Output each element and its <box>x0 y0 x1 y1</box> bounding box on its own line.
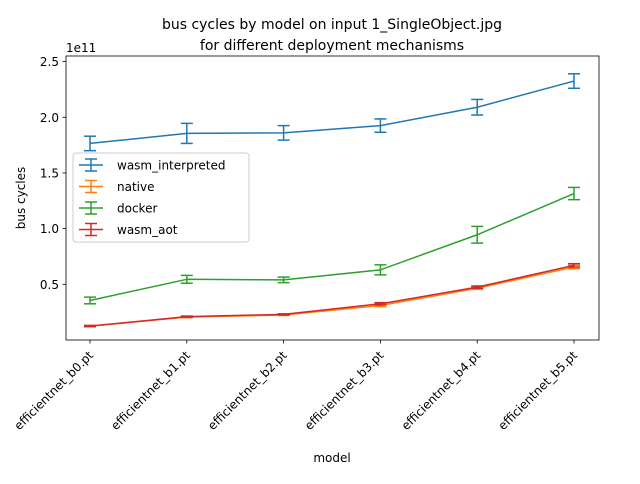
legend-box <box>72 152 250 243</box>
y-tick-label: 1.0 <box>40 222 59 236</box>
series-wasm_aot <box>84 262 580 328</box>
y-tick-label: 2.0 <box>40 111 59 125</box>
legend-label-wasm_interpreted: wasm_interpreted <box>117 159 225 173</box>
y-tick-label: 1.5 <box>40 166 59 180</box>
series-line-wasm_aot <box>89 264 575 327</box>
series-wasm_interpreted <box>84 73 580 152</box>
series-docker <box>84 186 580 305</box>
x-axis-label: model <box>313 451 350 465</box>
legend-label-wasm_aot: wasm_aot <box>117 223 178 237</box>
y-axis-label: bus cycles <box>14 167 28 230</box>
series-line-docker <box>89 192 575 302</box>
y-axis-ticks: 0.5 1.0 1.5 2.0 2.5 <box>40 55 66 292</box>
legend-label-docker: docker <box>117 202 157 216</box>
y-offset-label: 1e11 <box>66 41 96 55</box>
legend-label-native: native <box>117 180 154 194</box>
series-layer <box>84 73 580 328</box>
y-tick-label: 0.5 <box>40 278 59 292</box>
series-line-wasm_interpreted <box>89 80 575 145</box>
plot-frame <box>65 55 600 341</box>
y-tick-label: 2.5 <box>40 55 59 69</box>
chart-title-line1: bus cycles by model on input 1_SingleObj… <box>162 17 502 33</box>
chart-title-line2: for different deployment mechanisms <box>200 38 464 54</box>
